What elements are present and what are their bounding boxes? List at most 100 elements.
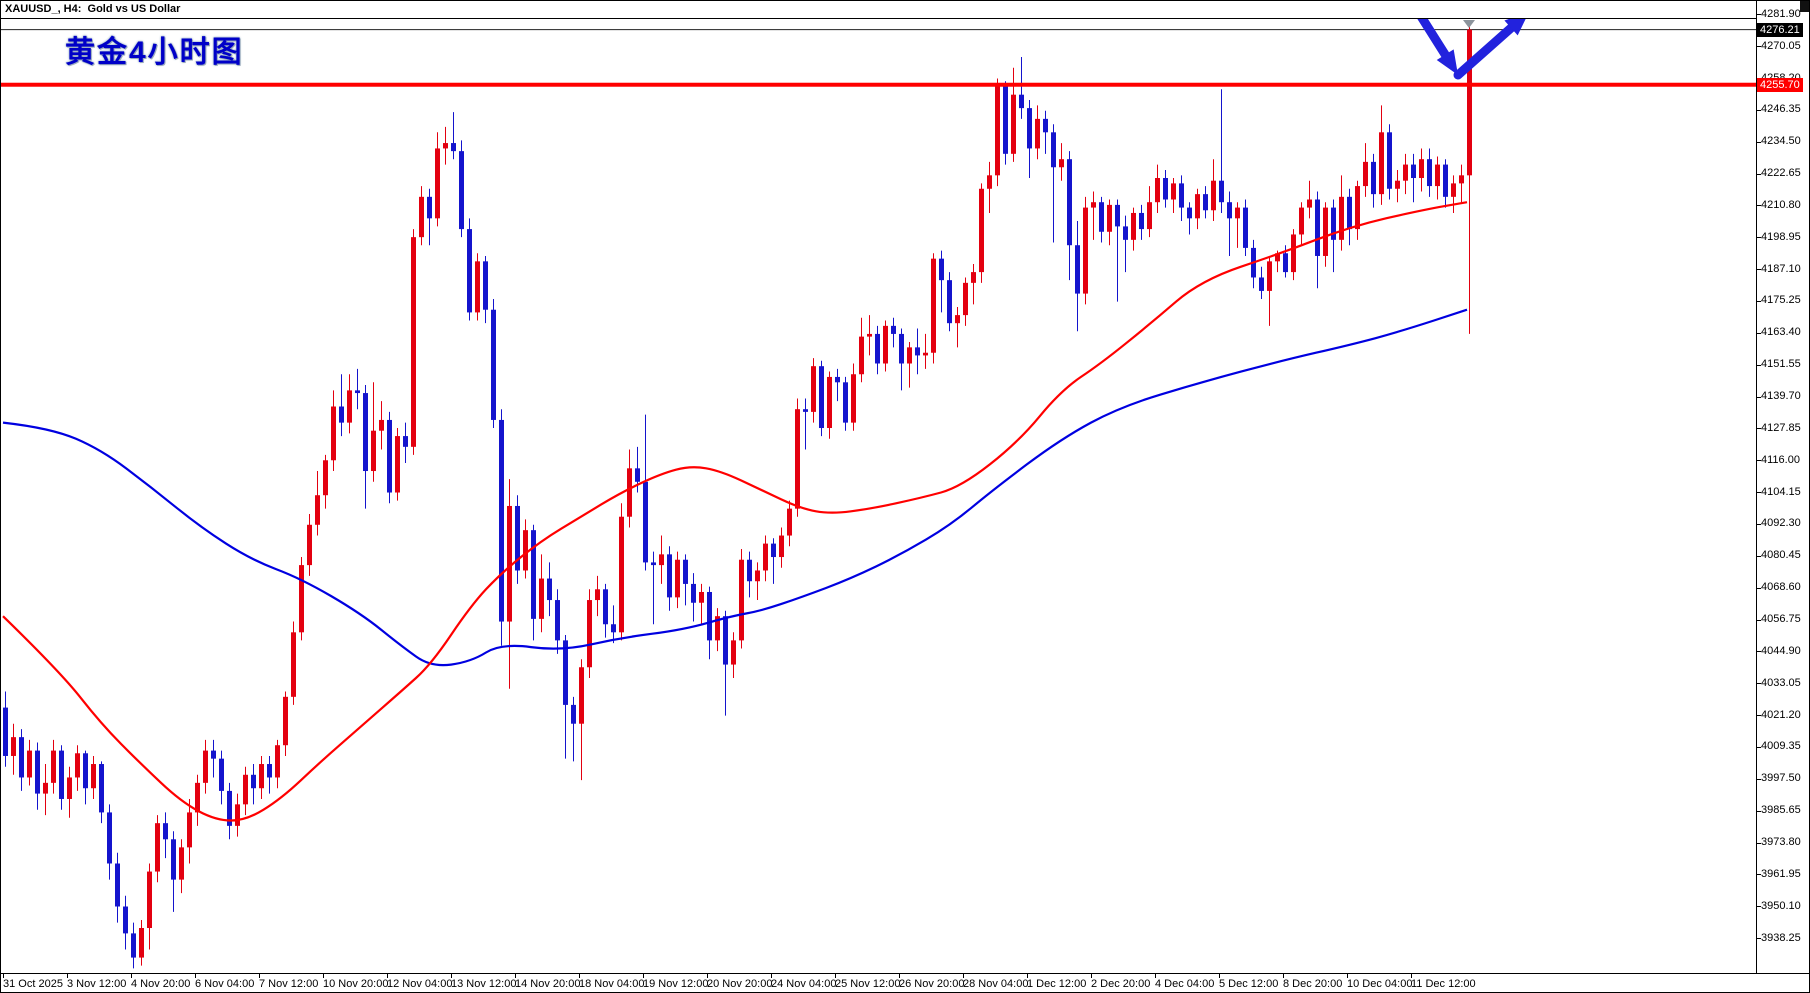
candle-bullish bbox=[995, 83, 1000, 176]
price-tick-label: 4139.70 bbox=[1761, 390, 1801, 402]
candle-bearish bbox=[355, 390, 360, 394]
candle-bullish bbox=[91, 764, 96, 789]
candle-bearish bbox=[251, 774, 256, 789]
candle-bullish bbox=[1323, 207, 1328, 256]
resistance-line[interactable] bbox=[1, 82, 1756, 87]
time-tick-mark bbox=[1347, 973, 1348, 978]
candle-bearish bbox=[1115, 204, 1120, 227]
time-tick-label: 4 Dec 04:00 bbox=[1155, 978, 1215, 990]
time-tick-label: 31 Oct 2025 bbox=[3, 978, 63, 990]
candle-bullish bbox=[371, 430, 376, 472]
moving-average-fast bbox=[2, 201, 1468, 822]
price-tick-mark bbox=[1756, 811, 1761, 812]
time-tick-mark bbox=[3, 973, 4, 978]
candle-bearish bbox=[339, 406, 344, 423]
candle-bearish bbox=[835, 376, 840, 383]
candle-bearish bbox=[515, 505, 520, 571]
trend-arrow-up-stroke bbox=[1453, 19, 1521, 80]
price-tick-mark bbox=[1756, 428, 1761, 429]
price-tick-label: 4270.05 bbox=[1761, 40, 1801, 52]
price-tick-mark bbox=[1756, 874, 1761, 875]
time-tick-mark bbox=[1155, 973, 1156, 978]
candle-bullish bbox=[1083, 207, 1088, 294]
time-tick-label: 4 Nov 20:00 bbox=[131, 978, 191, 990]
candle-bearish bbox=[547, 578, 552, 601]
candle-bullish bbox=[1091, 202, 1096, 208]
candle-bullish bbox=[963, 282, 968, 316]
candle-bullish bbox=[395, 436, 400, 493]
candle-bullish bbox=[587, 600, 592, 668]
price-tick-mark bbox=[1756, 556, 1761, 557]
time-tick-mark bbox=[1219, 973, 1220, 978]
chart-shift-marker-icon[interactable] bbox=[1463, 20, 1475, 28]
candle-bearish bbox=[467, 229, 472, 313]
price-tick-label: 4151.55 bbox=[1761, 358, 1801, 370]
candle-bullish bbox=[1299, 207, 1304, 235]
candle-bullish bbox=[435, 148, 440, 219]
candle-bearish bbox=[571, 704, 576, 724]
time-tick-label: 3 Nov 12:00 bbox=[67, 978, 127, 990]
candle-bullish bbox=[779, 535, 784, 558]
trend-arrow-down-stroke-head bbox=[1436, 49, 1458, 75]
candle-bearish bbox=[19, 737, 24, 778]
candle-bullish bbox=[1147, 202, 1152, 230]
candle-bullish bbox=[203, 750, 208, 783]
time-tick-label: 6 Nov 04:00 bbox=[195, 978, 255, 990]
price-tick-mark bbox=[1756, 588, 1761, 589]
candle-bearish bbox=[483, 261, 488, 310]
price-tick-mark bbox=[1756, 460, 1761, 461]
candle-bullish bbox=[859, 336, 864, 375]
candle-bullish bbox=[1235, 207, 1240, 219]
price-tick-mark bbox=[1756, 906, 1761, 907]
candle-bullish bbox=[1107, 204, 1112, 232]
candle-bullish bbox=[139, 928, 144, 958]
candle-bullish bbox=[75, 753, 80, 778]
candle-bearish bbox=[1019, 94, 1024, 109]
time-tick-label: 18 Nov 04:00 bbox=[579, 978, 645, 990]
candle-bullish bbox=[1267, 261, 1272, 291]
candle-bearish bbox=[875, 333, 880, 364]
candle-bullish bbox=[275, 745, 280, 778]
price-tick-mark bbox=[1756, 492, 1761, 493]
candle-bearish bbox=[1075, 245, 1080, 294]
price-tick-label: 4033.05 bbox=[1761, 677, 1801, 689]
candle-bearish bbox=[211, 750, 216, 759]
candle-bearish bbox=[747, 559, 752, 582]
price-tick-mark bbox=[1756, 142, 1761, 143]
price-tick-mark bbox=[1756, 174, 1761, 175]
candle-bearish bbox=[667, 554, 672, 598]
candle-bearish bbox=[219, 758, 224, 791]
candle-bullish bbox=[1059, 159, 1064, 168]
candle-bearish bbox=[771, 543, 776, 558]
price-tick-mark bbox=[1756, 365, 1761, 366]
candle-bullish bbox=[1395, 180, 1400, 189]
candle-bullish bbox=[907, 347, 912, 364]
price-tick-mark bbox=[1756, 715, 1761, 716]
candle-bearish bbox=[843, 382, 848, 423]
candle-bearish bbox=[1219, 180, 1224, 203]
candle-bullish bbox=[507, 505, 512, 622]
candle-bullish bbox=[739, 559, 744, 641]
window-title: XAUUSD_, H4: Gold vs US Dollar bbox=[1, 1, 1756, 19]
price-tick-label: 4222.65 bbox=[1761, 167, 1801, 179]
candle-bearish bbox=[683, 559, 688, 584]
time-tick-label: 14 Nov 20:00 bbox=[515, 978, 581, 990]
candle-bearish bbox=[651, 562, 656, 566]
price-tick-label: 4246.35 bbox=[1761, 103, 1801, 115]
candle-bearish bbox=[707, 591, 712, 641]
price-tick-label: 4163.40 bbox=[1761, 326, 1801, 338]
candle-bullish bbox=[1459, 175, 1464, 184]
time-tick-mark bbox=[707, 973, 708, 978]
candle-bullish bbox=[699, 591, 704, 603]
price-tick-label: 4021.20 bbox=[1761, 709, 1801, 721]
candle-bullish bbox=[1363, 161, 1368, 187]
time-tick-mark bbox=[323, 973, 324, 978]
price-tick-mark bbox=[1756, 779, 1761, 780]
candle-bullish bbox=[1467, 29, 1472, 176]
candle-bearish bbox=[555, 600, 560, 641]
candle-bearish bbox=[947, 280, 952, 324]
candle-bearish bbox=[1387, 132, 1392, 189]
time-tick-mark bbox=[67, 973, 68, 978]
candle-bullish bbox=[883, 325, 888, 364]
